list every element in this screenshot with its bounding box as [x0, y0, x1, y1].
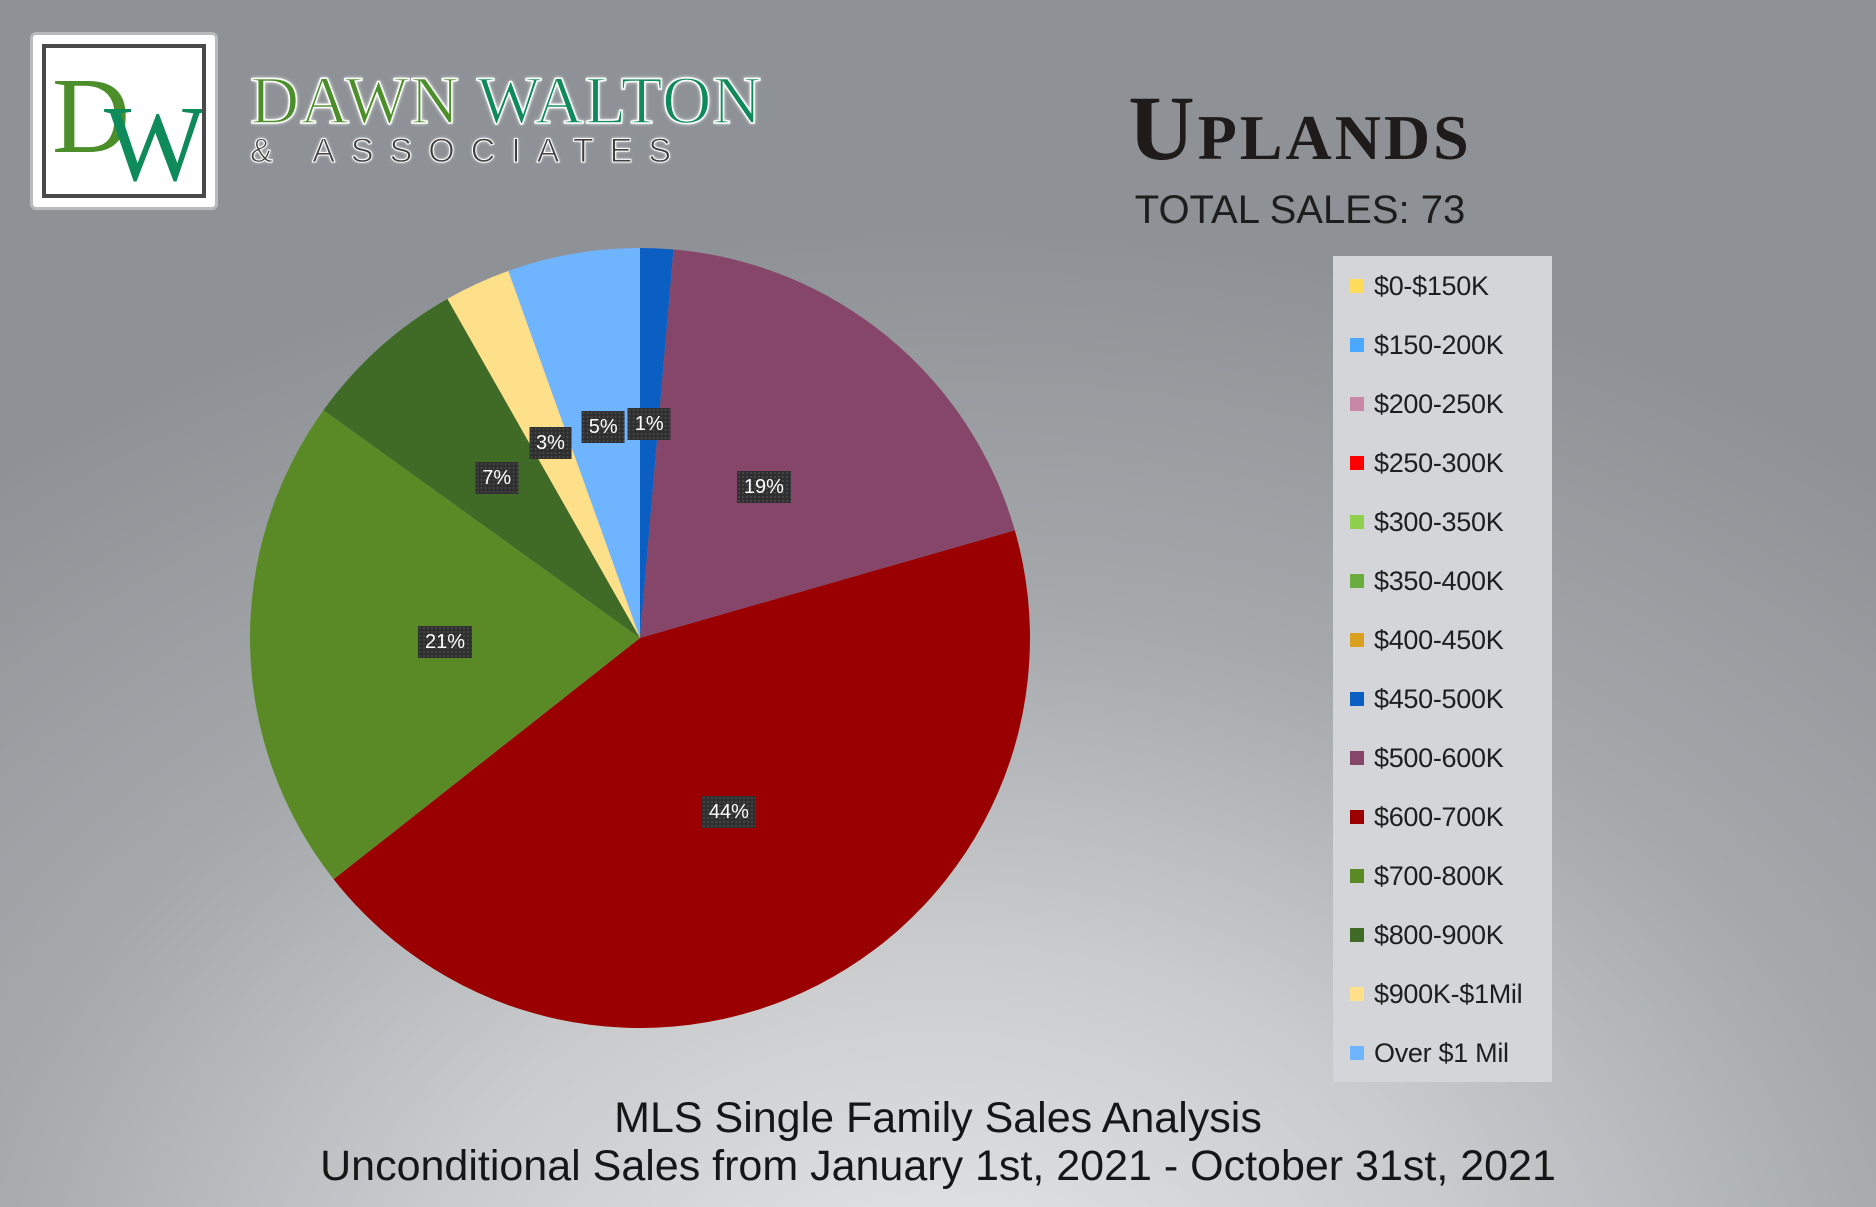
legend-swatch	[1350, 279, 1364, 293]
brand-name: DAWN WALTON	[249, 62, 763, 138]
legend-swatch	[1350, 987, 1364, 1001]
legend-item-over-1-mil: Over $1 Mil	[1350, 1033, 1509, 1073]
legend-label: $250-300K	[1374, 447, 1504, 478]
legend-swatch	[1350, 692, 1364, 706]
dw-monogram-icon: D W	[52, 57, 202, 194]
data-label-450-500k: 1%	[627, 407, 671, 440]
data-label-700-800k: 21%	[418, 626, 473, 659]
brand-name-second: WALTON	[476, 62, 763, 138]
legend-item-600-700k: $600-700K	[1350, 797, 1504, 837]
legend-swatch	[1350, 397, 1364, 411]
legend-label: $400-450K	[1374, 624, 1504, 655]
logo-frame: D W	[42, 44, 206, 198]
legend-item-250-300k: $250-300K	[1350, 443, 1504, 483]
legend-swatch	[1350, 751, 1364, 765]
data-label-900k-1mil: 3%	[529, 427, 572, 460]
brand-name-first: DAWN	[249, 62, 461, 138]
legend-swatch	[1350, 810, 1364, 824]
legend-swatch	[1350, 1046, 1364, 1060]
pie-slice-450-500k	[640, 248, 674, 638]
legend-swatch	[1350, 633, 1364, 647]
total-sales: TOTAL SALES: 73	[1134, 188, 1466, 232]
svg-text:W: W	[104, 85, 202, 194]
page-title: Uplands	[1128, 77, 1472, 179]
legend-swatch	[1350, 574, 1364, 588]
legend-label: Over $1 Mil	[1374, 1037, 1509, 1068]
pie-slice-500-600k	[640, 249, 1015, 638]
brand-tagline: & ASSOCIATES	[249, 132, 688, 171]
svg-text:D: D	[52, 57, 130, 176]
legend-swatch	[1350, 456, 1364, 470]
legend-item-300-350k: $300-350K	[1350, 502, 1504, 542]
legend-swatch	[1350, 338, 1364, 352]
legend-label: $150-200K	[1374, 329, 1504, 360]
legend-label: $600-700K	[1374, 801, 1504, 832]
legend-item-900k-1mil: $900K-$1Mil	[1350, 974, 1523, 1014]
pie-slice-600-700k	[333, 530, 1030, 1028]
legend-label: $800-900K	[1374, 919, 1504, 950]
legend-swatch	[1350, 928, 1364, 942]
data-label-over-1-mil: 5%	[581, 410, 625, 443]
legend-label: $200-250K	[1374, 388, 1504, 419]
footer-date-range: Unconditional Sales from January 1st, 20…	[320, 1142, 1556, 1190]
legend-label: $900K-$1Mil	[1374, 978, 1523, 1009]
legend-label: $350-400K	[1374, 565, 1504, 596]
legend-item-0-150k: $0-$150K	[1350, 266, 1489, 306]
logo: D W	[30, 32, 218, 210]
legend-swatch	[1350, 869, 1364, 883]
legend-item-700-800k: $700-800K	[1350, 856, 1504, 896]
footer-title: MLS Single Family Sales Analysis	[614, 1094, 1262, 1142]
data-label-600-700k: 44%	[701, 795, 756, 828]
legend-item-200-250k: $200-250K	[1350, 384, 1504, 424]
legend-swatch	[1350, 515, 1364, 529]
legend-label: $500-600K	[1374, 742, 1504, 773]
legend-item-350-400k: $350-400K	[1350, 561, 1504, 601]
legend-item-450-500k: $450-500K	[1350, 679, 1504, 719]
legend-label: $450-500K	[1374, 683, 1504, 714]
legend-label: $700-800K	[1374, 860, 1504, 891]
legend-item-400-450k: $400-450K	[1350, 620, 1504, 660]
legend-item-500-600k: $500-600K	[1350, 738, 1504, 778]
data-label-500-600k: 19%	[736, 471, 791, 504]
pie-slice-over-1-mil	[508, 248, 640, 638]
legend-item-150-200k: $150-200K	[1350, 325, 1504, 365]
chart-legend: $0-$150K $150-200K $200-250K $250-300K $300-…	[1333, 256, 1552, 1082]
data-label-800-900k: 7%	[475, 462, 519, 495]
legend-label: $0-$150K	[1374, 270, 1489, 301]
legend-item-800-900k: $800-900K	[1350, 915, 1504, 955]
legend-label: $300-350K	[1374, 506, 1504, 537]
